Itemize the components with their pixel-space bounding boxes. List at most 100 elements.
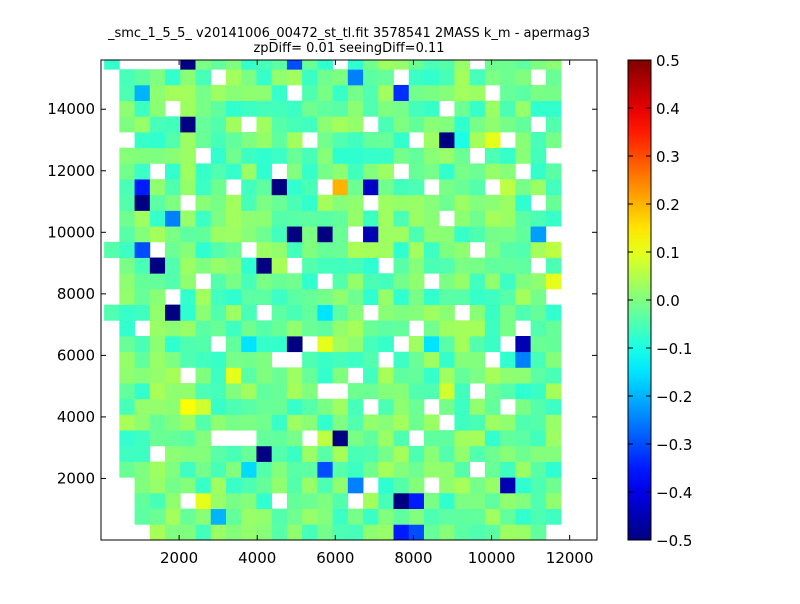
- heatmap-cell: [500, 226, 516, 243]
- heatmap-cell: [119, 367, 135, 384]
- heatmap-cell: [469, 351, 486, 368]
- heatmap-cell: [332, 367, 349, 384]
- heatmap-cell: [408, 367, 425, 384]
- heatmap-cell: [241, 414, 257, 431]
- heatmap-cell: [180, 508, 196, 525]
- heatmap-cell: [423, 288, 440, 306]
- heatmap-cell: [454, 524, 471, 541]
- heatmap-cell: [454, 147, 471, 164]
- heatmap-cell: [454, 336, 471, 353]
- heatmap-cell: [545, 367, 562, 384]
- heatmap-cell: [500, 84, 516, 102]
- heatmap-cell: [423, 445, 440, 462]
- heatmap-cell: [515, 60, 531, 70]
- heatmap-cell: [332, 320, 349, 337]
- heatmap-cell: [134, 84, 151, 102]
- heatmap-cell: [317, 257, 333, 274]
- heatmap-cell: [408, 336, 425, 353]
- heatmap-cell: [500, 445, 516, 462]
- heatmap-cell: [271, 100, 288, 117]
- heatmap-cell: [302, 226, 318, 243]
- heatmap-cell: [545, 84, 562, 102]
- heatmap-cell: [119, 445, 135, 462]
- heatmap-cell: [530, 210, 547, 227]
- heatmap-cell: [302, 492, 318, 510]
- heatmap-cell: [500, 100, 516, 117]
- heatmap-cell: [210, 163, 227, 180]
- heatmap-cell: [210, 508, 227, 525]
- heatmap-cell: [271, 508, 288, 525]
- heatmap-cell: [423, 351, 440, 368]
- heatmap-cell: [408, 60, 425, 70]
- heatmap-cell: [302, 414, 318, 431]
- heatmap-cell: [393, 257, 410, 274]
- heatmap-cell: [408, 179, 425, 196]
- heatmap-cell: [439, 508, 455, 525]
- heatmap-cell: [302, 445, 318, 462]
- heatmap-cell: [256, 69, 273, 86]
- heatmap-cell: [286, 132, 303, 149]
- heatmap-cell: [515, 445, 531, 462]
- heatmap-cell: [225, 273, 242, 290]
- heatmap-cell: [210, 226, 227, 243]
- colorbar-tick-label: 0.3: [656, 148, 680, 166]
- heatmap-cell: [119, 273, 135, 290]
- heatmap-cell: [332, 304, 349, 321]
- heatmap-cell: [165, 367, 181, 384]
- heatmap-cell: [180, 273, 196, 290]
- heatmap-cell: [256, 430, 273, 447]
- heatmap-cell: [332, 116, 349, 133]
- heatmap-cell: [317, 60, 333, 70]
- heatmap-cell: [515, 226, 531, 243]
- heatmap-cell: [393, 116, 410, 133]
- heatmap-cell: [469, 163, 486, 180]
- heatmap-cell: [423, 226, 440, 243]
- heatmap-cell: [134, 288, 151, 306]
- heatmap-cell: [332, 430, 349, 447]
- heatmap-cell: [500, 163, 516, 180]
- heatmap-cell: [393, 226, 410, 243]
- heatmap-cell: [347, 84, 364, 102]
- heatmap-cell: [530, 414, 547, 431]
- heatmap-cell: [347, 336, 364, 353]
- heatmap-cell: [332, 194, 349, 211]
- heatmap-cell: [408, 304, 425, 321]
- heatmap-cell: [149, 336, 166, 353]
- heatmap-cell: [332, 398, 349, 415]
- heatmap-cell: [302, 163, 318, 180]
- heatmap-cell: [439, 60, 455, 70]
- heatmap-cell: [515, 383, 531, 400]
- heatmap-cell: [317, 336, 333, 353]
- heatmap-cell: [378, 100, 394, 117]
- heatmap-cell: [165, 241, 181, 258]
- heatmap-cell: [317, 320, 333, 337]
- heatmap-cell: [180, 257, 196, 274]
- heatmap-cell: [256, 179, 273, 196]
- y-tick-label: 8000: [57, 285, 95, 303]
- heatmap-cell: [317, 226, 333, 243]
- heatmap-cell: [271, 304, 288, 321]
- heatmap-cell: [119, 163, 135, 180]
- heatmap-cell: [134, 492, 151, 510]
- heatmap-cell: [530, 273, 547, 290]
- heatmap-cell: [271, 147, 288, 164]
- heatmap-cell: [469, 336, 486, 353]
- heatmap-cell: [225, 226, 242, 243]
- heatmap-cell: [484, 398, 501, 415]
- heatmap-cell: [119, 257, 135, 274]
- heatmap-cell: [149, 226, 166, 243]
- heatmap-cell: [515, 336, 531, 353]
- heatmap-cell: [134, 398, 151, 415]
- heatmap-cell: [530, 445, 547, 462]
- heatmap-cell: [454, 398, 471, 415]
- heatmap-cell: [363, 508, 379, 525]
- heatmap-cell: [165, 320, 181, 337]
- heatmap-cell: [225, 69, 242, 86]
- heatmap-cell: [225, 508, 242, 525]
- heatmap-cell: [363, 226, 379, 243]
- heatmap-cell: [225, 383, 242, 400]
- y-tick-label: 2000: [57, 469, 95, 487]
- heatmap-cell: [439, 273, 455, 290]
- heatmap-cell: [469, 320, 486, 337]
- heatmap-cell: [119, 383, 135, 400]
